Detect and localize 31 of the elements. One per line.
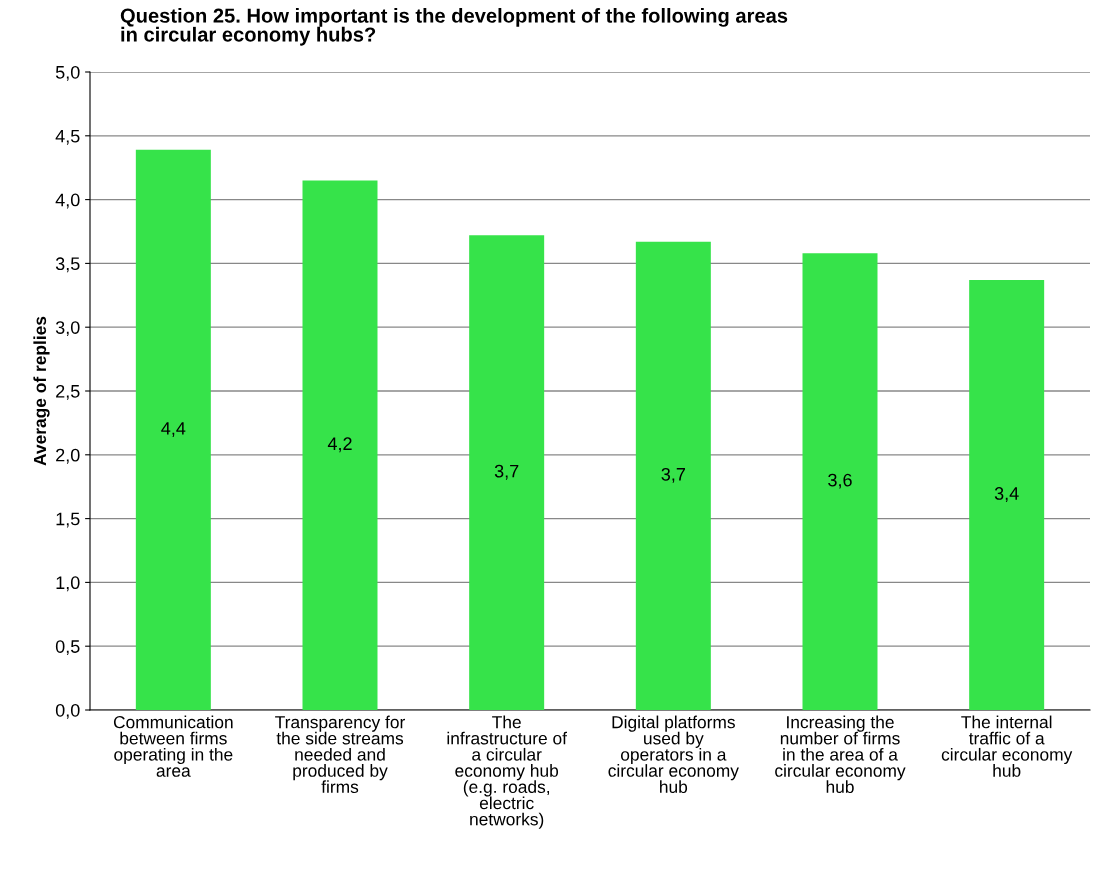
y-tick-label: 2,5	[56, 384, 80, 400]
bar	[969, 279, 1045, 710]
bar	[802, 253, 878, 710]
data-label: 3,7	[661, 467, 685, 483]
y-tick-label: 3,5	[55, 257, 80, 273]
data-label: 4,4	[161, 422, 186, 437]
bar	[635, 241, 711, 710]
data-label: 3,4	[994, 487, 1019, 502]
data-label: 3,7	[494, 464, 519, 480]
bar	[302, 180, 378, 710]
x-tick-label: Increasing the number of firms in the area of a circular economy hub	[775, 715, 906, 794]
y-tick-label: 1,5	[56, 512, 80, 528]
data-label: 3,6	[828, 473, 852, 489]
x-tick-label: Transparency for the side streams needed and produced by firms	[275, 715, 405, 794]
y-tick-label: 1,0	[56, 576, 80, 592]
y-tick-label: 3,0	[55, 321, 80, 337]
chart-title: Question 25. How important is the development of the following areas in circular economy hubs?	[120, 8, 788, 46]
data-label: 4,2	[327, 437, 352, 453]
bar	[135, 149, 211, 710]
x-tick-label: Communication between firms operating in the area	[113, 715, 233, 777]
y-tick-label: 4,5	[55, 129, 80, 145]
x-tick-label: The infrastructure of a circular economy hub (e.g. roads, electric networks)	[447, 715, 567, 829]
y-axis-title: Average of replies	[33, 316, 50, 466]
y-tick-label: 0,0	[55, 703, 80, 719]
y-tick-label: 0,5	[55, 640, 80, 656]
y-tick-label: 4,0	[55, 193, 80, 209]
bar	[469, 235, 545, 710]
x-tick-label: Digital platforms used by operators in a circular economy hub	[608, 715, 739, 794]
x-tick-label: The internal traffic of a circular economy hub	[941, 715, 1073, 777]
y-tick-label: 2,0	[56, 448, 80, 464]
y-tick-label: 5,0	[55, 65, 80, 81]
